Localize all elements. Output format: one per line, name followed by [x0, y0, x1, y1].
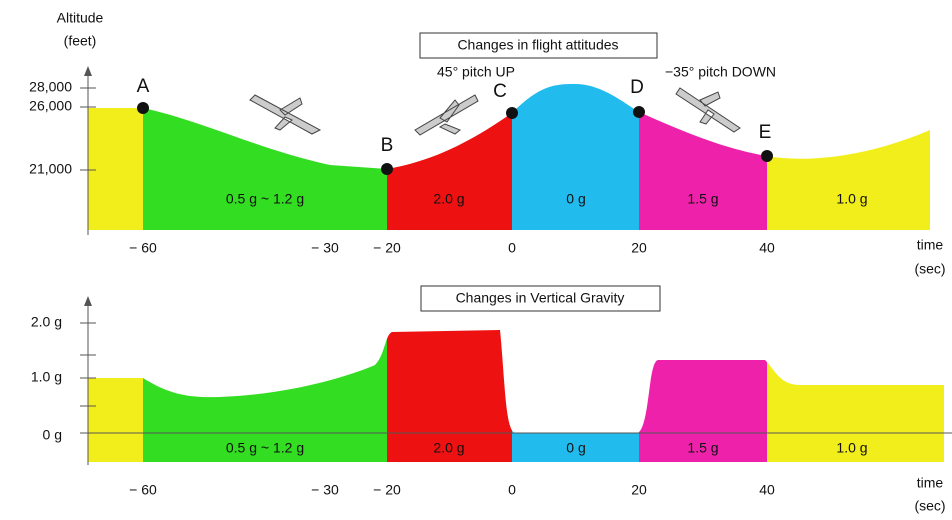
y-tick-label: 1.0 g — [31, 369, 62, 385]
x-tick-label: − 30 — [311, 482, 339, 498]
panel-title: Changes in flight attitudes — [457, 37, 618, 53]
phase-label: 2.0 g — [433, 440, 464, 456]
phase-label: 0 g — [566, 191, 585, 207]
x-axis-label: time — [917, 237, 944, 253]
y-axis-label: (feet) — [64, 33, 97, 49]
x-tick-label: 40 — [759, 240, 775, 256]
x-tick-label: 20 — [631, 240, 647, 256]
x-axis-label: (sec) — [914, 498, 945, 514]
x-tick-label: 40 — [759, 482, 775, 498]
x-tick-label: − 20 — [373, 240, 401, 256]
x-tick-label: − 20 — [373, 482, 401, 498]
point-label: B — [381, 135, 394, 156]
y-axis-label: Altitude — [57, 10, 104, 26]
point-label: A — [137, 76, 150, 97]
y-tick-label: 2.0 g — [31, 314, 62, 330]
x-axis-label: (sec) — [914, 261, 945, 277]
gravity-area — [88, 320, 947, 465]
annotation: 45° pitch UP — [437, 64, 515, 80]
panel-title: Changes in Vertical Gravity — [456, 290, 625, 306]
x-tick-label: 20 — [631, 482, 647, 498]
phase-label: 0.5 g ~ 1.2 g — [226, 191, 304, 207]
phase-label: 1.0 g — [836, 191, 867, 207]
x-axis-label: time — [917, 475, 944, 491]
y-tick-label: 26,000 — [29, 98, 72, 114]
point-label: C — [493, 81, 507, 102]
phase-label: 0.5 g ~ 1.2 g — [226, 440, 304, 456]
diagram: Changes in flight attitudes Altitude (feet… — [0, 0, 952, 515]
point-label: E — [759, 122, 772, 143]
phase-label: 0 g — [566, 440, 585, 456]
x-tick-label: − 60 — [129, 240, 157, 256]
y-tick-label: 28,000 — [29, 79, 72, 95]
y-tick-label: 0 g — [43, 427, 62, 443]
y-tick-label: 21,000 — [29, 161, 72, 177]
x-tick-label: 0 — [508, 240, 516, 256]
point-label: D — [630, 77, 644, 98]
x-tick-label: − 30 — [311, 240, 339, 256]
x-tick-label: 0 — [508, 482, 516, 498]
annotation: −35° pitch DOWN — [665, 64, 776, 80]
phase-label: 2.0 g — [433, 191, 464, 207]
phase-label: 1.5 g — [687, 191, 718, 207]
phase-label: 1.0 g — [836, 440, 867, 456]
altitude-area — [88, 60, 937, 235]
phase-label: 1.5 g — [687, 440, 718, 456]
x-tick-label: − 60 — [129, 482, 157, 498]
